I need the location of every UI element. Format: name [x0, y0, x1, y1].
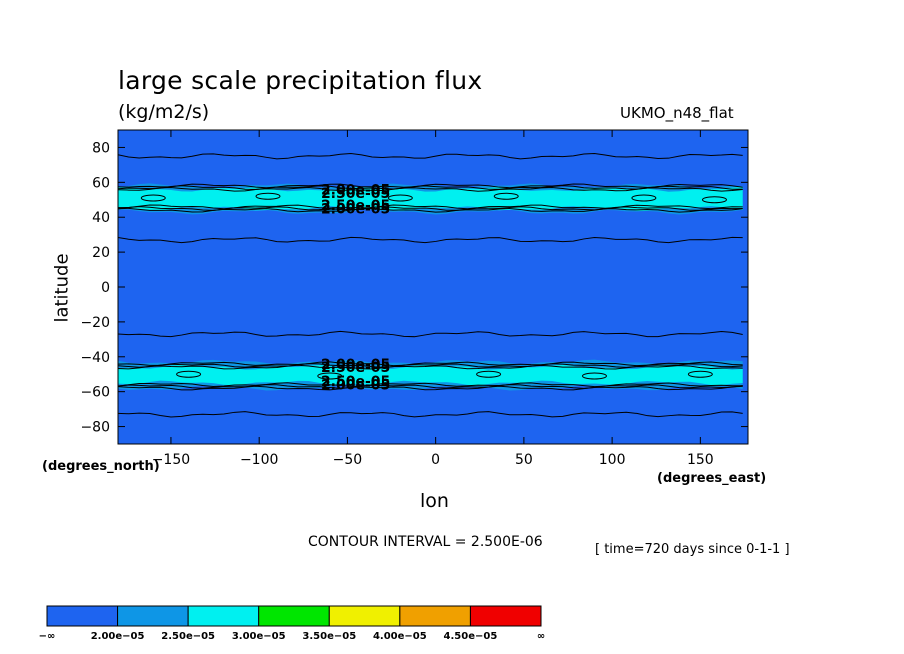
colorbar-swatch-4	[328, 605, 401, 627]
contour-label-5: 2.50e-05	[321, 360, 390, 376]
contour-line-1	[117, 183, 743, 189]
y-tick-label-4: 0	[101, 280, 110, 296]
x-unit-label: (degrees_east)	[657, 471, 767, 486]
time-info: [ time=720 days since 0-1-1 ]	[595, 542, 790, 557]
closed-contour-5	[701, 196, 727, 204]
contour-label-2: 2.50e-05	[321, 198, 390, 214]
field-background	[118, 130, 748, 444]
contour-line-14	[117, 385, 743, 391]
contour-label-0: 2.00e-05	[321, 182, 390, 198]
y-tick-label-5: −20	[80, 315, 110, 331]
closed-contour-8	[476, 370, 502, 378]
contour-line-6	[117, 207, 743, 213]
model-name: UKMO_n48_flat	[620, 104, 734, 122]
x-axis-label: lon	[420, 490, 449, 512]
contour-line-7	[117, 236, 743, 244]
y-tick-label-8: −80	[80, 420, 110, 436]
chart-units: (kg/m2/s)	[118, 101, 210, 123]
contour-line-11	[117, 364, 743, 370]
colorbar-label-0: −∞	[39, 631, 56, 642]
colorbar-swatch-5	[399, 605, 471, 627]
closed-contour-1	[255, 192, 281, 200]
band-1	[118, 364, 743, 386]
y-tick-label-0: 80	[92, 140, 110, 156]
contour-label-1: 2.50e-05	[321, 186, 390, 202]
colorbar-swatch-3	[258, 605, 330, 627]
contour-line-3	[117, 186, 743, 192]
colorbar-label-6: 4.50e−05	[444, 631, 498, 642]
contour-interval: CONTOUR INTERVAL = 2.500E-06	[308, 534, 543, 550]
contour-label-7: 2.00e-05	[321, 378, 390, 394]
closed-contour-9	[581, 372, 607, 380]
colorbar-label-2: 2.50e−05	[161, 631, 215, 642]
colorbar-label-3: 3.00e−05	[232, 631, 286, 642]
band-3	[118, 186, 743, 211]
x-tick-label-5: 100	[599, 452, 626, 468]
colorbar-label-7: ∞	[537, 631, 545, 642]
closed-contour-0	[140, 194, 166, 202]
colorbar-swatch-2	[187, 605, 260, 627]
x-tick-label-4: 50	[515, 452, 533, 468]
contour-line-9	[117, 361, 743, 367]
y-unit-label: (degrees_north)	[42, 459, 160, 474]
contour-label-4: 2.00e-05	[321, 357, 390, 373]
y-tick-label-1: 60	[92, 175, 110, 191]
x-tick-label-1: −100	[240, 452, 278, 468]
y-tick-label-3: 20	[92, 245, 110, 261]
colorbar-swatch-6	[469, 605, 542, 627]
colorbar-swatch-1	[117, 605, 189, 627]
colorbar-label-1: 2.00e−05	[91, 631, 145, 642]
closed-contour-10	[687, 370, 713, 378]
y-tick-label-2: 40	[92, 210, 110, 226]
x-tick-label-6: 150	[687, 452, 714, 468]
chart-title: large scale precipitation flux	[118, 66, 483, 95]
contour-line-4	[117, 204, 743, 210]
contour-line-13	[117, 384, 743, 389]
contour-line-15	[117, 411, 743, 418]
x-tick-label-3: 0	[431, 452, 440, 468]
colorbar-label-4: 3.50e−05	[302, 631, 356, 642]
x-tick-label-2: −50	[333, 452, 363, 468]
contour-line-8	[117, 330, 743, 338]
contour-label-3: 2.00e-05	[321, 202, 390, 218]
closed-contour-2	[387, 194, 413, 202]
contour-line-12	[117, 382, 743, 388]
closed-contour-3	[493, 192, 519, 200]
closed-contour-4	[631, 194, 657, 202]
colorbar-swatch-0	[46, 605, 119, 627]
contour-line-0	[117, 152, 743, 160]
x-tick-label-0: −150	[152, 452, 190, 468]
closed-contour-7	[317, 372, 343, 380]
y-tick-label-6: −40	[80, 350, 110, 366]
y-tick-label-7: −60	[80, 385, 110, 401]
closed-contour-6	[176, 370, 202, 378]
contour-label-6: 2.50e-05	[321, 374, 390, 390]
colorbar-label-5: 4.00e−05	[373, 631, 427, 642]
